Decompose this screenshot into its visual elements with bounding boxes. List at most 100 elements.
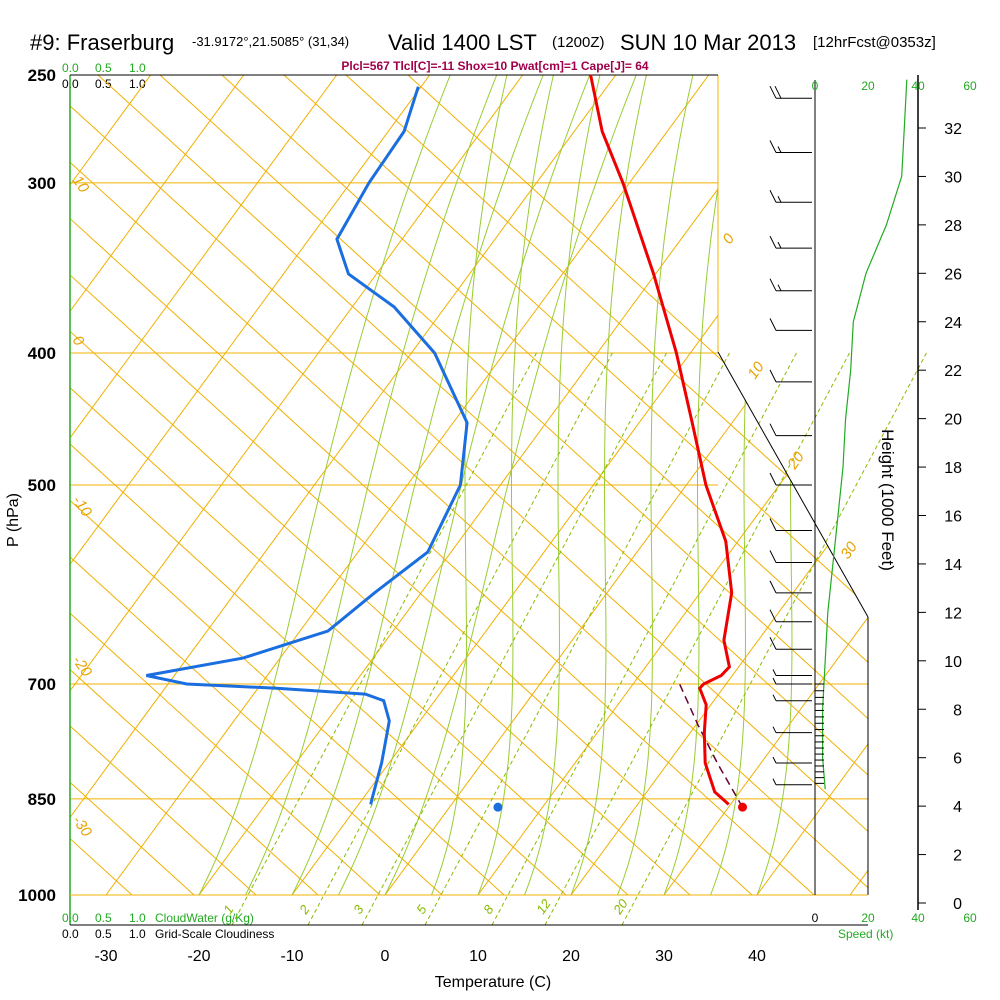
wind-barb [769,190,812,203]
mixing-ratio-line [307,351,614,926]
wind-barb [772,694,812,702]
wind-barb-flag [774,85,782,99]
isotherm-line [70,75,338,895]
moist-adiabat-line [617,75,694,895]
speed-label: Speed (kt) [838,927,893,941]
mixing-ratio-label: 20 [610,896,632,918]
wind-barb-flag [769,278,777,291]
grid-clip [70,75,868,895]
moist-adiabat-line [663,75,740,895]
wind-barb-flag [769,85,777,99]
utc-time: (1200Z) [552,34,605,51]
wind-barb-flag [769,609,777,622]
moist-adiabat-line [570,75,647,895]
wind-barb [772,756,812,764]
wind-barb-flag [769,235,777,249]
height-tick-label: 18 [944,460,962,477]
dry-adiabat-line [159,75,868,895]
height-tick-label: 24 [944,315,962,332]
isotherm-line [70,75,245,895]
x-tick-label: -30 [94,948,117,965]
speed-tick-bottom: 0 [812,911,819,925]
moist-adiabat-line [477,75,554,895]
height-tick-label: 32 [944,121,962,138]
valid-time: Valid 1400 LST [388,30,537,55]
wind-barb-flag [769,518,777,531]
mixing-ratio-line [361,351,668,926]
wind-barb-flag [769,318,777,331]
cloud-scale-bottom-black-1: 0.5 [95,927,112,941]
isotherm-line [849,75,868,895]
wind-barb-half [772,778,777,786]
wind-barb-flag [769,423,777,436]
isotherm-line [105,75,710,895]
wind-barb-half [772,669,777,676]
wind-barb [769,85,812,99]
speed-tick-top: 40 [911,79,925,93]
x-tick-label: -20 [187,948,210,965]
speed-tick-bottom: 20 [861,911,875,925]
mixing-ratio-label: 5 [413,902,430,917]
speed-tick-top: 0 [812,79,819,93]
dry-adiabat-line [70,75,319,895]
wind-barb [769,235,812,249]
profiles [146,74,748,812]
cloud-scale-top-black-1: 0.5 [95,77,112,91]
wind-barb [769,278,812,292]
dry-adiabat-line [283,75,868,895]
parcel-path-line [678,683,744,808]
stability-indices: Plcl=567 Tlcl[C]=-11 Shox=10 Pwat[cm]=1 … [341,59,648,73]
wind-speed-line [822,79,908,790]
mixing-ratio-label: 8 [480,902,497,917]
isotherm-line [70,75,617,895]
wind-barb [772,778,812,786]
wind-barb [769,636,812,650]
wind-barb [772,726,812,734]
pressure-tick-label: 1000 [18,886,56,905]
cloud-scale-bottom-black-0: 0.0 [62,927,79,941]
moist-adiabat-line [245,75,498,895]
dry-adiabat-line [70,75,381,895]
station-title: #9: Fraserburg [30,30,174,55]
wind-barb-flag [769,636,777,650]
isotherm-line [756,75,868,895]
pressure-tick-label: 850 [28,790,56,809]
speed-tick-top: 20 [861,79,875,93]
cloud-scale-bottom: 0.0 0.5 1.0 CloudWater (g/Kg) 0.0 0.5 1.… [62,911,274,941]
x-tick-label: 10 [469,948,487,965]
isotherm-line [70,75,431,895]
wind-barb [772,669,812,677]
height-tick-label: 20 [944,412,962,429]
moist-adiabat-line [338,75,591,895]
wind-barb [769,550,812,564]
dry-adiabat-line [221,75,868,895]
dry-adiabat-line [70,75,629,895]
speed-tick-top: 60 [963,79,977,93]
dry-adiabat-line [70,75,868,895]
x-axis-label: Temperature (C) [435,974,551,991]
wind-barb-flag [769,550,777,563]
x-tick-label: 30 [655,948,673,965]
height-tick-label: 26 [944,266,962,283]
mixing-ratio-line [424,351,731,926]
moist-adiabat-line [384,75,637,895]
cloud-scale-top-green-0: 0.0 [62,61,79,75]
wind-barb [769,318,812,331]
wind-barb-half [772,756,777,764]
cloud-scale-bottom-green-2: 1.0 [129,911,146,925]
isotherm-line [384,75,868,895]
dry-adiabat-line [70,75,691,895]
dry-adiabat-line [70,75,257,895]
x-tick-label: -10 [280,948,303,965]
y-axis-label: P (hPa) [5,493,22,547]
mixing-ratio-line [231,351,538,926]
isotherm-label: 0 [69,333,88,350]
wind-barb [772,677,812,685]
height-tick-label: 22 [944,363,962,380]
dry-adiabat-line [70,75,443,895]
height-tick-label: 2 [953,848,962,865]
height-tick-label: 4 [953,799,962,816]
cloud-scale-bottom-green-1: 0.5 [95,911,112,925]
dry-adiabat-line [97,75,868,895]
